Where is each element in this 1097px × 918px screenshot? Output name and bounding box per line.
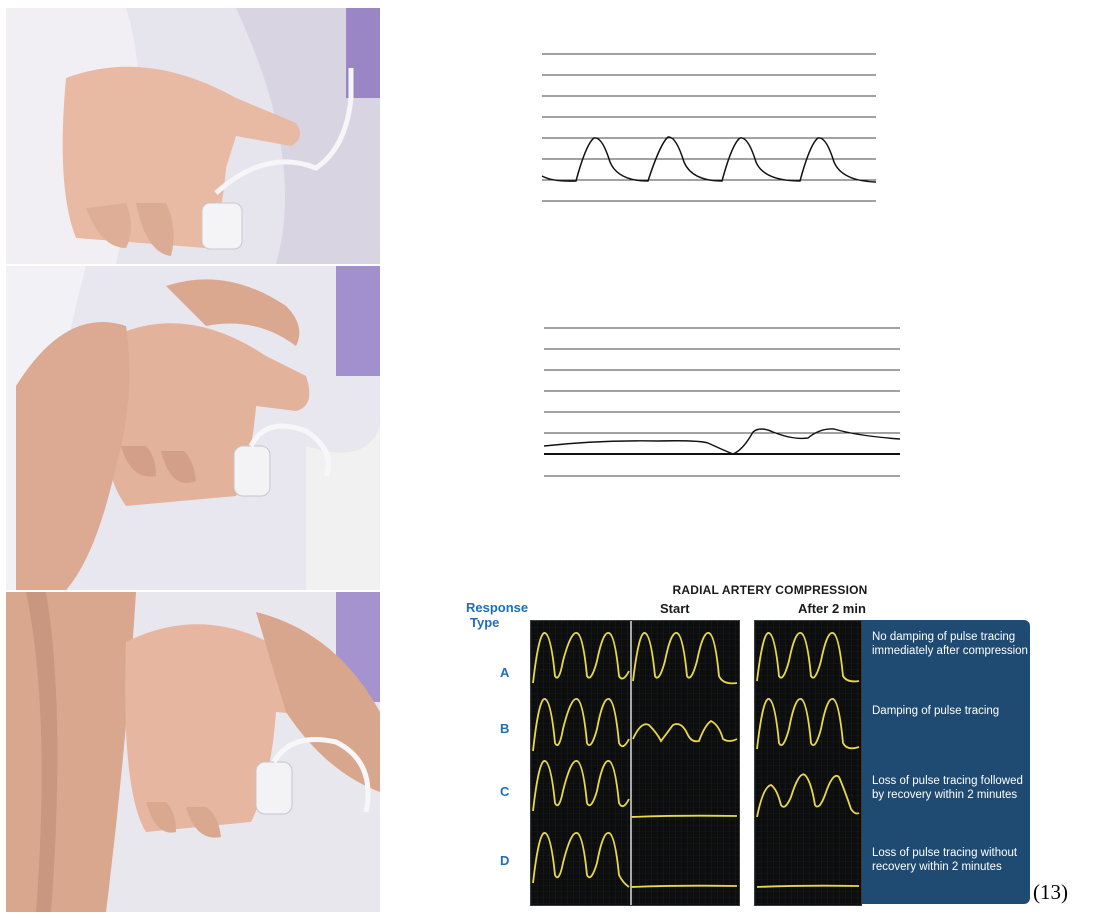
row-letter-a: A (500, 665, 510, 680)
description-b: Damping of pulse tracing (872, 705, 1000, 717)
row-letter-d: D (500, 853, 510, 868)
description-c: Loss of pulse tracing followed by recove… (872, 775, 1023, 801)
description-d: Loss of pulse tracing without recovery w… (872, 847, 1018, 873)
photo-hand-with-probe (6, 8, 380, 264)
reference-number: (13) (1033, 880, 1068, 904)
waveform-panel-after-2-min (754, 620, 862, 906)
photo-ulnar-released (6, 592, 380, 912)
column-after-label: After 2 min (798, 601, 866, 616)
row-letter-c: C (500, 784, 510, 799)
pulse-trace-normal (538, 44, 880, 210)
photo-arteries-compressed (6, 266, 380, 590)
response-type-label-2: Type (470, 615, 500, 630)
description-a: No damping of pulse tracing immediately … (872, 631, 1028, 657)
response-type-label: Response (466, 600, 529, 615)
waveform-panel-start (530, 620, 740, 906)
response-description-panel: No damping of pulse tracing immediately … (862, 620, 1030, 904)
row-letter-b: B (500, 721, 510, 736)
pulse-trace-damped (538, 320, 904, 484)
column-start-label: Start (660, 601, 690, 616)
diagram-title: RADIAL ARTERY COMPRESSION (672, 583, 868, 597)
